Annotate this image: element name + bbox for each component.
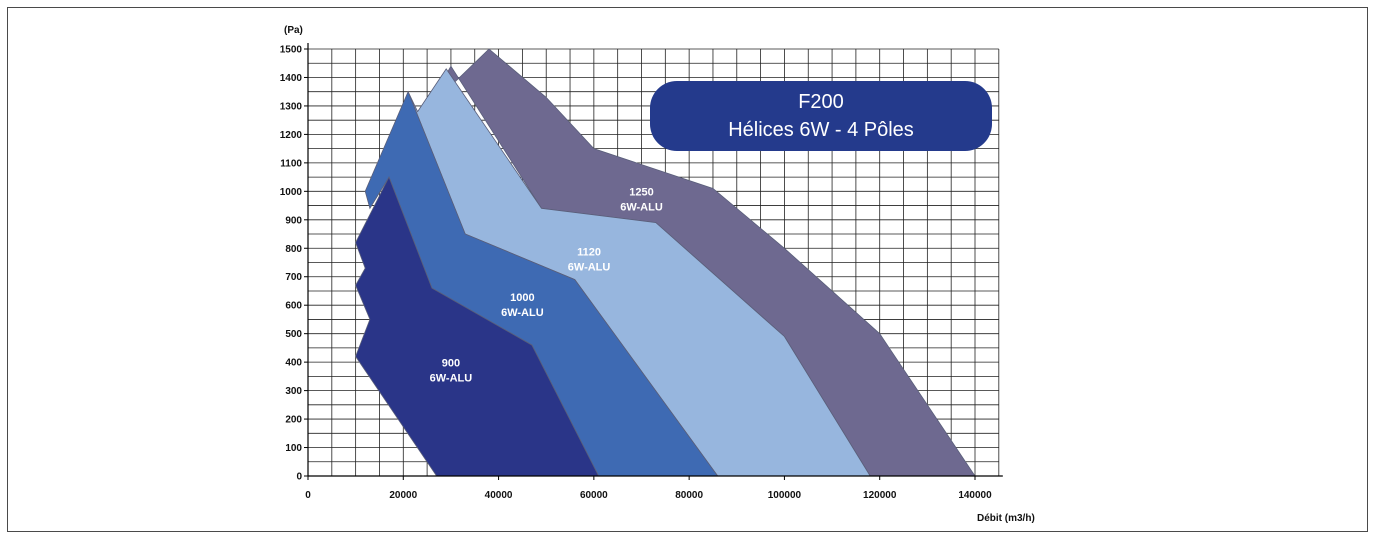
- y-tick-label: 0: [296, 472, 302, 483]
- y-tick-label: 1100: [280, 158, 302, 169]
- y-tick-label: 200: [285, 415, 302, 426]
- y-tick-label: 1500: [280, 45, 303, 56]
- zone-1000-label-size: 1000: [510, 292, 534, 304]
- x-tick-label: 0: [305, 490, 311, 501]
- zone-1120-label-type: 6W-ALU: [568, 261, 611, 273]
- y-tick-label: 100: [285, 443, 302, 454]
- y-tick-label: 400: [285, 358, 302, 369]
- y-tick-label: 900: [285, 215, 302, 226]
- y-tick-label: 800: [285, 244, 302, 255]
- zone-1000-label-type: 6W-ALU: [501, 307, 544, 319]
- y-tick-label: 1200: [280, 130, 303, 141]
- x-tick-label: 60000: [580, 490, 608, 501]
- y-tick-label: 1300: [280, 101, 303, 112]
- y-tick-label: 600: [285, 301, 302, 312]
- x-tick-label: 120000: [863, 490, 897, 501]
- x-tick-label: 40000: [485, 490, 513, 501]
- zone-900-label-type: 6W-ALU: [430, 372, 473, 384]
- x-tick-label: 20000: [389, 490, 417, 501]
- x-tick-label: 100000: [768, 490, 802, 501]
- y-tick-label: 500: [285, 329, 302, 340]
- zone-labels: 1250 6W-ALU 1120 6W-ALU 1000 6W-ALU 900 6W-ALU: [430, 187, 663, 385]
- tick-labels: 0 100 200 300 400 500 600 700 800 900 1000 1100 1200…: [280, 45, 992, 502]
- title-line-2: Hélices 6W - 4 Pôles: [728, 119, 914, 141]
- y-tick-label: 300: [285, 386, 302, 397]
- zone-1250-label-type: 6W-ALU: [620, 202, 663, 214]
- y-tick-label: 700: [285, 272, 302, 283]
- x-tick-label: 140000: [958, 490, 992, 501]
- zone-1250-label-size: 1250: [629, 187, 653, 199]
- x-tick-label: 80000: [675, 490, 703, 501]
- y-tick-label: 1400: [280, 73, 303, 84]
- zone-1120-label-size: 1120: [577, 246, 601, 258]
- zone-900-label-size: 900: [442, 357, 460, 369]
- y-tick-label: 1000: [280, 187, 303, 198]
- axes: [307, 43, 1003, 477]
- x-axis-label: Débit (m3/h): [977, 513, 1035, 524]
- title-line-1: F200: [798, 91, 844, 113]
- title-box: F200 Hélices 6W - 4 Pôles: [650, 81, 992, 151]
- title-box-background: [650, 81, 992, 151]
- fan-zones: [355, 48, 976, 477]
- y-axis-label: (Pa): [284, 25, 303, 36]
